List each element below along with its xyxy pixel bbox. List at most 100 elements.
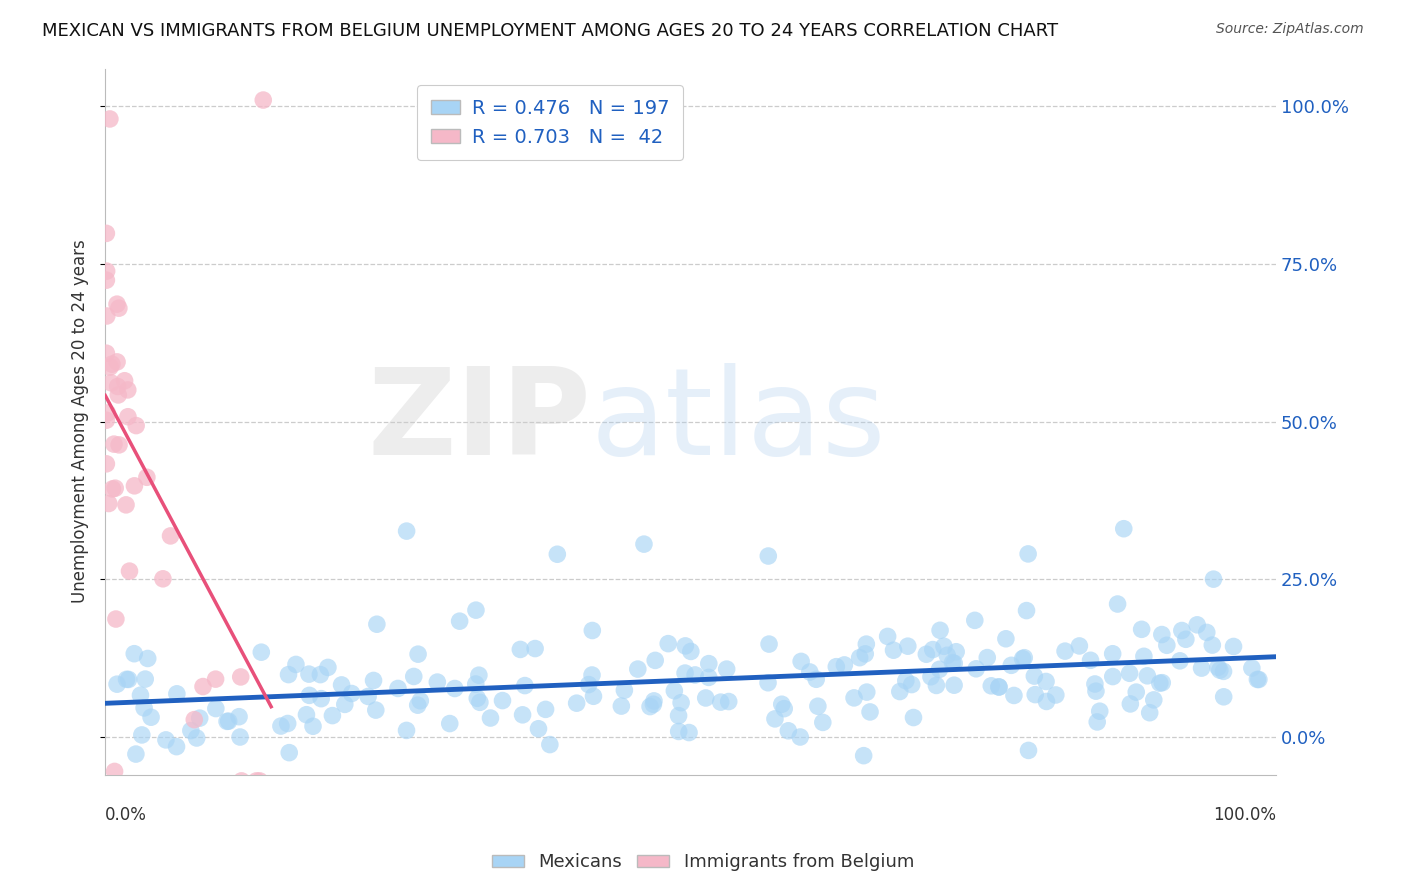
Point [134,701,156,715]
Point [228,709,250,723]
Point [581,668,603,682]
Text: MEXICAN VS IMMIGRANTS FROM BELGIUM UNEMPLOYMENT AMONG AGES 20 TO 24 YEARS CORREL: MEXICAN VS IMMIGRANTS FROM BELGIUM UNEMP… [42,22,1059,40]
Point [129,688,152,702]
Point [925,678,948,692]
Point [1085,714,1108,729]
Point [465,691,488,706]
Point [678,725,700,739]
Point [668,708,690,723]
Point [252,93,274,107]
Point [122,647,145,661]
Point [789,730,811,744]
Point [402,669,425,683]
Point [1101,669,1123,683]
Point [976,650,998,665]
Point [229,670,252,684]
Point [538,738,561,752]
Point [524,641,547,656]
Point [1174,632,1197,647]
Point [107,379,129,393]
Point [1101,647,1123,661]
Point [513,679,536,693]
Point [790,654,813,668]
Point [249,773,271,788]
Point [114,374,136,388]
Point [104,481,127,495]
Point [125,418,148,433]
Point [387,681,409,696]
Point [333,698,356,712]
Point [159,529,181,543]
Point [928,662,950,676]
Point [915,647,938,661]
Point [96,413,118,427]
Point [876,629,898,643]
Point [1088,704,1111,718]
Point [1240,661,1263,675]
Point [96,406,118,420]
Point [565,696,588,710]
Point [117,409,139,424]
Point [309,667,332,681]
Point [1246,673,1268,687]
Point [512,707,534,722]
Point [834,657,856,672]
Point [1149,676,1171,690]
Point [191,680,214,694]
Point [945,645,967,659]
Point [883,643,905,657]
Point [778,723,800,738]
Point [1133,649,1156,664]
Point [855,685,877,699]
Point [1152,675,1174,690]
Point [1206,660,1229,674]
Point [139,710,162,724]
Point [218,714,240,728]
Point [806,673,828,687]
Point [1011,652,1033,666]
Point [799,665,821,679]
Point [638,699,661,714]
Point [188,711,211,725]
Point [117,673,139,687]
Point [1125,685,1147,699]
Point [284,657,307,672]
Point [807,699,830,714]
Point [1201,638,1223,652]
Point [464,677,486,691]
Point [468,668,491,682]
Point [131,728,153,742]
Legend: R = 0.476   N = 197, R = 0.703   N =  42: R = 0.476 N = 197, R = 0.703 N = 42 [418,86,683,161]
Point [1000,658,1022,673]
Point [527,722,550,736]
Point [889,684,911,698]
Point [859,705,882,719]
Point [270,719,292,733]
Point [330,678,353,692]
Point [1139,706,1161,720]
Point [679,644,702,658]
Point [135,470,157,484]
Point [118,564,141,578]
Point [941,656,963,670]
Y-axis label: Unemployment Among Ages 20 to 24 years: Unemployment Among Ages 20 to 24 years [72,240,89,603]
Point [278,746,301,760]
Point [105,677,128,691]
Point [756,675,779,690]
Point [921,642,943,657]
Point [103,437,125,451]
Point [363,673,385,688]
Point [1136,669,1159,683]
Point [668,724,690,739]
Point [1143,693,1166,707]
Point [965,662,987,676]
Point [316,660,339,674]
Point [643,698,665,712]
Point [546,547,568,561]
Point [1012,650,1035,665]
Point [491,693,513,707]
Point [929,624,952,638]
Point [108,301,131,315]
Point [987,680,1010,694]
Point [309,691,332,706]
